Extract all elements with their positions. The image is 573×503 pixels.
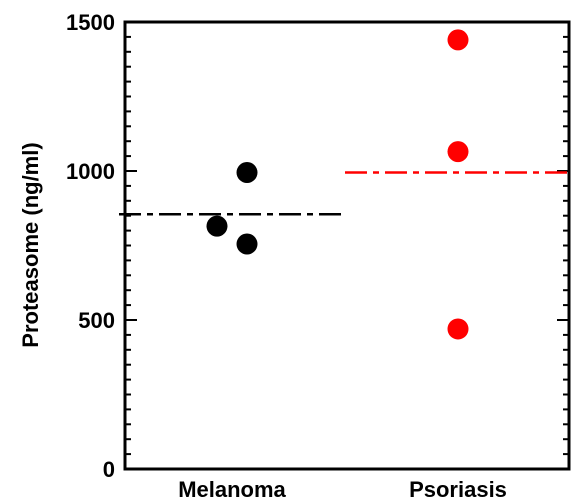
- y-tick-label: 1000: [66, 159, 115, 184]
- x-tick-labels: Melanoma Psoriasis: [178, 477, 507, 502]
- plot-frame: [123, 20, 571, 471]
- data-point: [447, 318, 469, 340]
- data-point: [447, 29, 469, 51]
- x-tick-label: Melanoma: [178, 477, 286, 502]
- data-point: [447, 141, 469, 163]
- y-tick-label: 1500: [66, 10, 115, 35]
- y-tick-label: 0: [103, 457, 115, 482]
- tick-marks: [125, 21, 569, 470]
- data-point: [236, 161, 258, 183]
- data-points: [206, 29, 469, 340]
- x-tick-label: Psoriasis: [409, 477, 507, 502]
- mean-lines: [119, 171, 571, 216]
- data-point: [236, 233, 258, 255]
- y-tick-labels: 0 500 1000 1500: [66, 10, 115, 482]
- y-tick-label: 500: [78, 308, 115, 333]
- y-axis-title: Proteasome (ng/ml): [18, 142, 43, 347]
- data-point: [206, 215, 228, 237]
